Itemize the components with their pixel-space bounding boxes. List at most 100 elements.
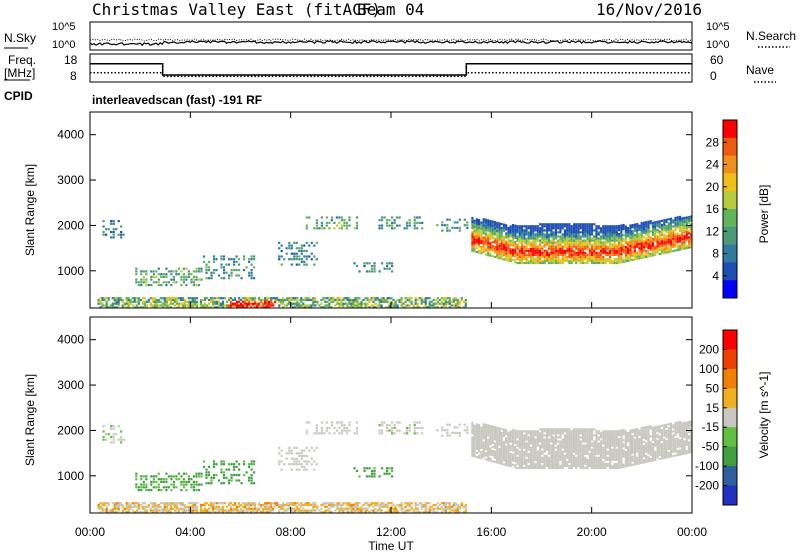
power-cell (557, 243, 560, 246)
power-cell (588, 257, 591, 261)
velocity-cell (557, 458, 560, 461)
velocity-cell (238, 509, 241, 512)
power-cell (525, 261, 528, 265)
power-cell (452, 304, 455, 307)
power-cell (604, 247, 607, 250)
power-cell (685, 222, 688, 225)
velocity-cell (579, 428, 582, 431)
velocity-cell (563, 428, 566, 431)
velocity-cell (602, 430, 605, 433)
power-cell (190, 278, 193, 281)
power-cell (679, 236, 682, 239)
power-cell (590, 229, 594, 232)
power-cell (478, 235, 481, 238)
power-cell (254, 306, 257, 309)
velocity-cell (107, 502, 110, 505)
velocity-cell (491, 429, 494, 432)
velocity-cell (602, 456, 605, 459)
velocity-cell (520, 466, 524, 470)
velocity-cell (539, 464, 542, 468)
velocity-cell (690, 446, 693, 450)
velocity-cell (557, 436, 560, 439)
velocity-cell (615, 464, 618, 468)
power-cell (462, 300, 465, 303)
power-cell (491, 228, 494, 231)
velocity-cell (292, 503, 295, 507)
power-cell (228, 274, 231, 277)
velocity-cell (471, 424, 474, 427)
velocity-cell (604, 462, 607, 466)
power-cell (548, 247, 551, 250)
velocity-cell (234, 509, 237, 512)
velocity-cell (173, 505, 176, 508)
power-cell (651, 254, 655, 257)
power-cell (478, 225, 481, 228)
power-cell (595, 257, 598, 261)
power-cell (363, 262, 366, 265)
velocity-cell (620, 431, 623, 434)
power-cell (376, 298, 379, 302)
velocity-cell (597, 462, 600, 466)
velocity-cell (475, 433, 478, 436)
power-cell (290, 247, 293, 250)
power-cell (480, 235, 483, 238)
velocity-cell (572, 438, 576, 441)
velocity-cell (250, 507, 253, 510)
power-cell (629, 226, 632, 229)
velocity-cell (384, 505, 387, 508)
velocity-cell (651, 451, 655, 454)
power-cell (502, 235, 506, 238)
velocity-cell (348, 502, 351, 505)
velocity-cell (207, 507, 211, 510)
velocity-cell (392, 507, 395, 510)
power-cell (345, 224, 348, 227)
velocity-cell (496, 426, 499, 429)
velocity-cell (121, 503, 124, 507)
velocity-cell (618, 432, 621, 435)
velocity-cell (230, 505, 233, 508)
power-cell (258, 302, 261, 305)
velocity-cell (690, 442, 693, 445)
velocity-cell (302, 511, 305, 514)
power-cell (577, 239, 580, 242)
power-cell (288, 247, 291, 250)
power-cell (660, 234, 664, 237)
velocity-cell (638, 437, 641, 440)
velocity-cell (688, 427, 691, 430)
power-cell (507, 251, 510, 254)
velocity-cell (502, 430, 506, 433)
velocity-cell (642, 451, 645, 454)
power-cell (264, 300, 267, 303)
power-cell (545, 231, 548, 234)
power-cell (270, 300, 273, 303)
power-cell (487, 251, 490, 255)
power-cell (640, 228, 643, 231)
power-cell (441, 229, 444, 232)
power-cell (539, 245, 542, 248)
velocity-cell (674, 440, 677, 443)
velocity-cell (681, 438, 684, 441)
power-cell (568, 237, 571, 240)
power-cell (356, 304, 359, 307)
power-cell (303, 263, 306, 266)
power-cell (550, 225, 553, 228)
velocity-cell (624, 465, 627, 468)
power-cell (343, 224, 346, 227)
power-cell (530, 261, 533, 265)
power-cell (552, 253, 555, 256)
power-cell (654, 225, 657, 228)
velocity-cell (566, 454, 569, 457)
velocity-cell (683, 425, 686, 429)
power-cell (579, 225, 582, 228)
velocity-cell (656, 452, 659, 455)
power-cell (346, 298, 349, 302)
power-cell (631, 250, 634, 253)
velocity-cell (674, 450, 677, 453)
power-cell (676, 222, 679, 225)
power-cell (593, 255, 596, 258)
velocity-cell (105, 507, 108, 510)
velocity-cell (660, 428, 664, 431)
velocity-cell (581, 430, 585, 433)
power-cell (428, 297, 431, 300)
velocity-cell (577, 464, 580, 468)
